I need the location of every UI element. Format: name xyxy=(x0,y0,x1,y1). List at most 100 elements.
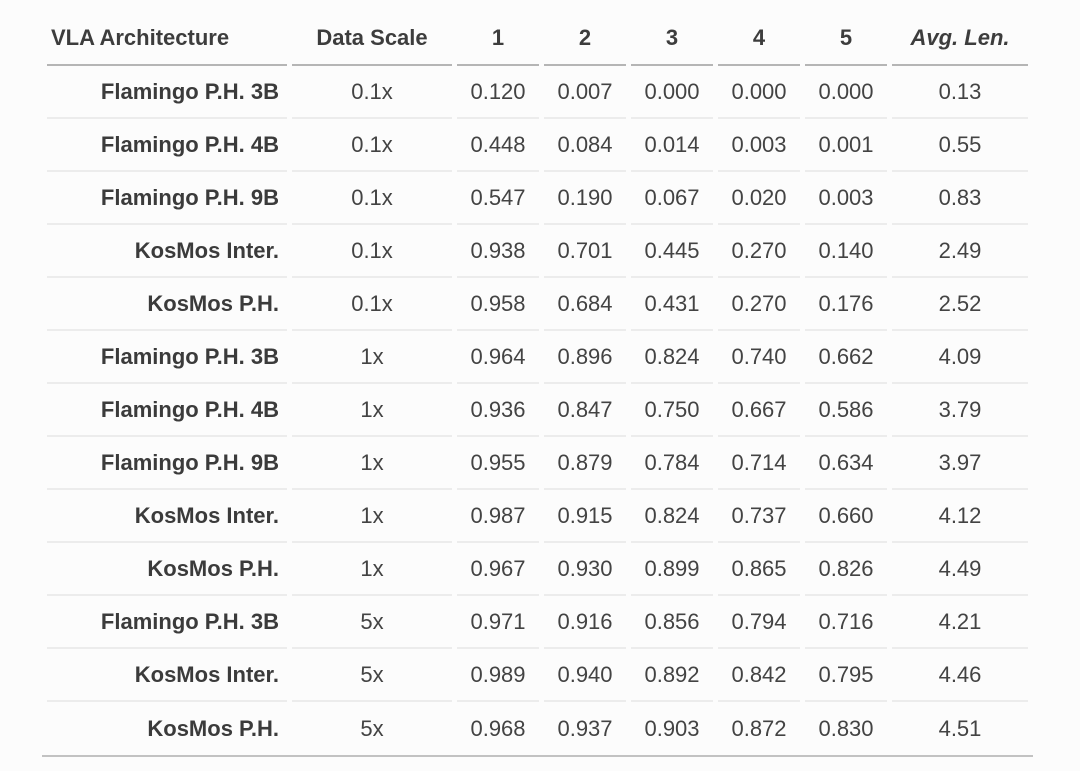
score-cell-4: 0.000 xyxy=(718,66,800,119)
arch-cell: KosMos Inter. xyxy=(47,225,287,278)
table-row: Flamingo P.H. 9B 1x 0.955 0.879 0.784 0.714 0.… xyxy=(47,437,1028,490)
avg-len-cell: 0.55 xyxy=(892,119,1028,172)
score-cell-5: 0.662 xyxy=(805,331,887,384)
score-cell-1: 0.989 xyxy=(457,649,539,702)
column-header-5: 5 xyxy=(805,12,887,66)
table-row: Flamingo P.H. 4B 0.1x 0.448 0.084 0.014 0.003… xyxy=(47,119,1028,172)
column-header-4: 4 xyxy=(718,12,800,66)
score-cell-3: 0.892 xyxy=(631,649,713,702)
score-cell-5: 0.634 xyxy=(805,437,887,490)
score-cell-3: 0.824 xyxy=(631,490,713,543)
score-cell-4: 0.667 xyxy=(718,384,800,437)
scale-cell: 0.1x xyxy=(292,278,452,331)
scale-cell: 0.1x xyxy=(292,225,452,278)
table-row: Flamingo P.H. 9B 0.1x 0.547 0.190 0.067 0.020… xyxy=(47,172,1028,225)
score-cell-1: 0.967 xyxy=(457,543,539,596)
score-cell-2: 0.937 xyxy=(557,715,613,741)
scale-cell: 1x xyxy=(292,384,452,437)
scale-cell: 1x xyxy=(292,331,452,384)
score-cell-5: 0.830 xyxy=(818,715,874,741)
score-cell-2: 0.701 xyxy=(544,225,626,278)
score-cell-2: 0.847 xyxy=(544,384,626,437)
arch-cell: Flamingo P.H. 3B xyxy=(47,331,287,384)
vla-results-table: VLA Architecture Data Scale 1 2 3 4 5 Av… xyxy=(42,12,1033,757)
score-cell-2: 0.930 xyxy=(544,543,626,596)
avg-len-cell: 3.97 xyxy=(892,437,1028,490)
score-cell-2: 0.879 xyxy=(544,437,626,490)
scale-cell: 0.1x xyxy=(292,172,452,225)
table-row: Flamingo P.H. 4B 1x 0.936 0.847 0.750 0.667 0.… xyxy=(47,384,1028,437)
score-cell-3: 0.431 xyxy=(631,278,713,331)
score-cell-4: 0.865 xyxy=(718,543,800,596)
table-row: Flamingo P.H. 3B 5x 0.971 0.916 0.856 0.794 0.… xyxy=(47,596,1028,649)
scale-cell: 0.1x xyxy=(292,119,452,172)
avg-len-cell: 4.46 xyxy=(892,649,1028,702)
scale-cell: 5x xyxy=(292,649,452,702)
avg-len-cell: 4.21 xyxy=(892,596,1028,649)
avg-len-cell: 2.52 xyxy=(892,278,1028,331)
avg-len-cell: 0.13 xyxy=(892,66,1028,119)
score-cell-3: 0.784 xyxy=(631,437,713,490)
score-cell-1: 0.448 xyxy=(457,119,539,172)
score-cell-3: 0.856 xyxy=(631,596,713,649)
column-header-1: 1 xyxy=(457,12,539,66)
scale-cell: 1x xyxy=(292,437,452,490)
arch-cell: Flamingo P.H. 4B xyxy=(47,384,287,437)
score-cell-2: 0.896 xyxy=(544,331,626,384)
score-cell-4: 0.003 xyxy=(718,119,800,172)
arch-cell: KosMos P.H. xyxy=(147,715,279,741)
score-cell-4: 0.270 xyxy=(718,278,800,331)
arch-cell: KosMos Inter. xyxy=(47,649,287,702)
arch-cell: KosMos P.H. xyxy=(47,543,287,596)
score-cell-2: 0.190 xyxy=(544,172,626,225)
header-row: VLA Architecture Data Scale 1 2 3 4 5 Av… xyxy=(47,12,1028,66)
score-cell-1: 0.936 xyxy=(457,384,539,437)
score-cell-4: 0.794 xyxy=(718,596,800,649)
score-cell-1: 0.955 xyxy=(457,437,539,490)
score-cell-2: 0.940 xyxy=(544,649,626,702)
score-cell-5: 0.176 xyxy=(805,278,887,331)
score-cell-5: 0.001 xyxy=(805,119,887,172)
column-header-vla-architecture: VLA Architecture xyxy=(47,12,287,66)
table-row: KosMos P.H. 0.1x 0.958 0.684 0.431 0.270 0.176… xyxy=(47,278,1028,331)
table-row: Flamingo P.H. 3B 0.1x 0.120 0.007 0.000 0.000… xyxy=(47,66,1028,119)
score-cell-3: 0.903 xyxy=(644,715,700,741)
score-cell-4: 0.740 xyxy=(718,331,800,384)
score-cell-3: 0.899 xyxy=(631,543,713,596)
score-cell-2: 0.915 xyxy=(544,490,626,543)
score-cell-5: 0.140 xyxy=(805,225,887,278)
score-cell-4: 0.872 xyxy=(731,715,787,741)
score-cell-3: 0.014 xyxy=(631,119,713,172)
table-row: Flamingo P.H. 3B 1x 0.964 0.896 0.824 0.740 0.… xyxy=(47,331,1028,384)
score-cell-5: 0.586 xyxy=(805,384,887,437)
table-row: KosMos P.H. 5x 0.968 0.937 0.903 0.872 0.830 4.… xyxy=(47,702,1028,755)
scale-cell: 5x xyxy=(360,715,384,741)
score-cell-5: 0.716 xyxy=(805,596,887,649)
score-cell-4: 0.270 xyxy=(718,225,800,278)
score-cell-2: 0.684 xyxy=(544,278,626,331)
score-cell-1: 0.968 xyxy=(470,715,526,741)
column-header-3: 3 xyxy=(631,12,713,66)
score-cell-5: 0.826 xyxy=(805,543,887,596)
score-cell-3: 0.824 xyxy=(631,331,713,384)
column-header-2: 2 xyxy=(544,12,626,66)
score-cell-5: 0.660 xyxy=(805,490,887,543)
scale-cell: 0.1x xyxy=(292,66,452,119)
score-cell-4: 0.842 xyxy=(718,649,800,702)
score-cell-4: 0.737 xyxy=(718,490,800,543)
avg-len-cell: 4.51 xyxy=(938,715,982,741)
score-cell-1: 0.958 xyxy=(457,278,539,331)
score-cell-3: 0.067 xyxy=(631,172,713,225)
avg-len-cell: 0.83 xyxy=(892,172,1028,225)
arch-cell: Flamingo P.H. 3B xyxy=(47,66,287,119)
score-cell-4: 0.714 xyxy=(718,437,800,490)
arch-cell: Flamingo P.H. 3B xyxy=(47,596,287,649)
table-row: KosMos P.H. 1x 0.967 0.930 0.899 0.865 0.826 4.… xyxy=(47,543,1028,596)
score-cell-3: 0.750 xyxy=(631,384,713,437)
column-header-avg-len: Avg. Len. xyxy=(892,12,1028,66)
score-cell-1: 0.987 xyxy=(457,490,539,543)
score-cell-1: 0.971 xyxy=(457,596,539,649)
score-cell-5: 0.003 xyxy=(805,172,887,225)
score-cell-5: 0.795 xyxy=(805,649,887,702)
score-cell-1: 0.120 xyxy=(457,66,539,119)
